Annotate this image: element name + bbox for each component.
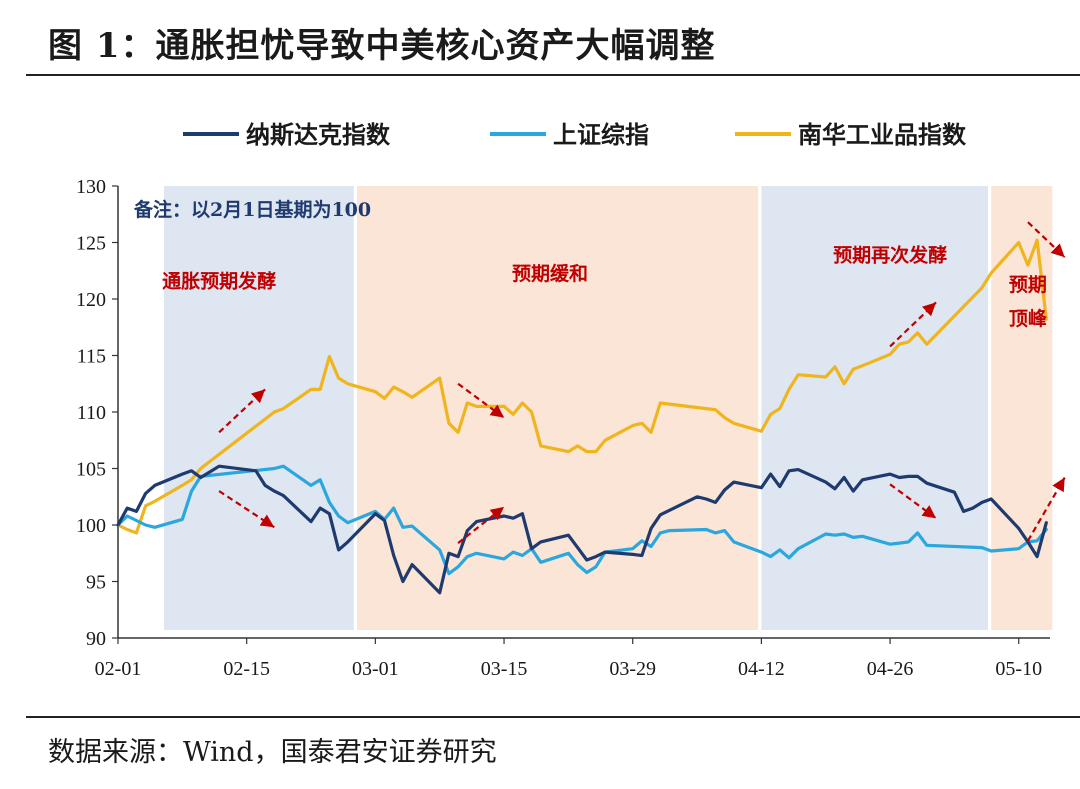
y-tick-label: 90 (86, 628, 106, 650)
x-tick-label: 04-12 (738, 658, 785, 680)
source-divider (26, 716, 1080, 718)
trend-arrow-down (1027, 221, 1066, 258)
shaded-band-blue (761, 186, 988, 630)
annotation-label: 通胀预期发酵 (162, 270, 276, 293)
annotation-label: 预期缓和 (512, 262, 588, 285)
y-tick-label: 115 (77, 346, 106, 368)
annotation-label: 顶峰 (1009, 307, 1048, 330)
source-note: 数据来源：Wind，国泰君安证券研究 (48, 737, 497, 768)
x-tick-label: 05-10 (995, 658, 1042, 680)
y-tick-label: 120 (76, 289, 106, 311)
shaded-band-blue (163, 186, 354, 630)
trend-arrow-down (218, 490, 275, 529)
x-tick-label: 03-29 (609, 658, 656, 680)
base-period-note: 备注：以2月1日基期为100 (133, 198, 371, 221)
series-line-sse (116, 464, 1048, 576)
y-tick-label: 105 (76, 459, 106, 481)
y-tick-label: 110 (77, 402, 106, 424)
annotation-label: 预期 (1009, 274, 1047, 296)
annotation-label: 预期再次发酵 (833, 244, 947, 267)
trend-arrow-up (1026, 476, 1066, 542)
line-chart: 90 95 100 105 110 115 120 125 130 02-01 02-15 03-01… (76, 121, 1066, 680)
legend-label-sse: 上证综指 (553, 121, 649, 149)
trend-arrow-up (218, 388, 266, 434)
legend-label-nanhua: 南华工业品指数 (798, 121, 967, 149)
y-tick-label: 125 (76, 233, 106, 255)
series-line-nanhua (116, 238, 1048, 535)
y-tick-label: 95 (86, 572, 106, 594)
x-tick-label: 03-15 (481, 658, 528, 680)
x-tick-label: 02-15 (223, 658, 270, 680)
y-tick-label: 100 (76, 515, 106, 537)
title-divider (26, 74, 1080, 76)
x-tick-label: 04-26 (867, 658, 914, 680)
x-tick-label: 02-01 (95, 658, 142, 680)
series-line-nasdaq (116, 464, 1048, 595)
legend-label-nasdaq: 纳斯达克指数 (246, 121, 391, 149)
trend-arrow-up (889, 301, 937, 348)
x-tick-label: 03-01 (352, 658, 399, 680)
figure-title: 图 1：通胀担忧导致中美核心资产大幅调整 (48, 26, 716, 66)
y-tick-label: 130 (76, 176, 106, 198)
